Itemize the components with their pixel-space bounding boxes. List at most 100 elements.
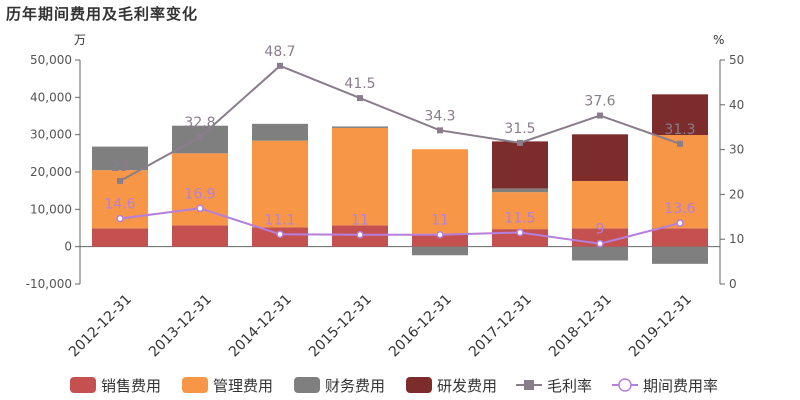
- marker-毛利率: [357, 95, 363, 102]
- bar-管理费用: [572, 180, 628, 229]
- bars-layer: [92, 94, 708, 264]
- bar-管理费用: [332, 127, 388, 226]
- bar-管理费用: [492, 192, 548, 230]
- y-left-tick-label: 0: [64, 240, 72, 254]
- y-left-tick-label: 30,000: [30, 128, 72, 142]
- data-label-毛利率: 32.8: [184, 115, 215, 131]
- lines-layer: [116, 62, 684, 248]
- line-毛利率: [119, 64, 681, 182]
- marker-期间费用率: [596, 239, 604, 248]
- bar-销售费用: [652, 228, 708, 247]
- data-label-期间费用率: 11.1: [264, 212, 295, 228]
- data-label-期间费用率: 9: [596, 222, 605, 238]
- legend-swatch: [182, 377, 208, 393]
- y-left-unit: 万: [74, 33, 86, 47]
- data-label-期间费用率: 14.6: [104, 197, 135, 213]
- legend-label: 研发费用: [437, 377, 497, 395]
- marker-毛利率: [437, 127, 443, 134]
- y-right-tick-label: 50: [729, 53, 744, 67]
- marker-期间费用率: [676, 219, 684, 227]
- marker-期间费用率: [196, 204, 204, 213]
- legend-label: 毛利率: [547, 377, 592, 395]
- data-label-毛利率: 23: [111, 159, 129, 175]
- legend-item-销售费用: 销售费用: [70, 377, 161, 395]
- marker-毛利率: [197, 134, 203, 141]
- bar-研发费用: [492, 141, 548, 189]
- y-right-tick-label: 30: [729, 143, 744, 157]
- data-label-期间费用率: 13.6: [664, 201, 695, 217]
- bar-财务费用: [412, 246, 468, 256]
- y-left-tick-label: 20,000: [30, 165, 72, 179]
- line-期间费用率: [119, 207, 681, 245]
- legend: 销售费用 管理费用 财务费用 研发费用 毛利率 期间费用率: [70, 377, 718, 395]
- data-label-期间费用率: 11: [431, 213, 449, 229]
- x-tick-label: 2015-12-31: [306, 292, 375, 361]
- legend-label: 期间费用率: [643, 377, 718, 395]
- marker-毛利率: [597, 112, 603, 119]
- legend-item-毛利率: 毛利率: [516, 377, 592, 395]
- bar-管理费用: [412, 149, 468, 235]
- legend-swatch: [294, 377, 320, 393]
- chart-title: 历年期间费用及毛利率变化: [6, 5, 199, 23]
- x-tick-label: 2012-12-31: [66, 292, 135, 361]
- marker-期间费用率: [116, 214, 124, 223]
- data-label-毛利率: 37.6: [584, 94, 615, 110]
- marker-期间费用率: [276, 230, 284, 239]
- data-label-毛利率: 48.7: [264, 44, 295, 60]
- bar-财务费用: [252, 123, 308, 141]
- marker-毛利率: [117, 177, 123, 184]
- bar-销售费用: [172, 225, 228, 247]
- legend-label: 销售费用: [101, 377, 161, 395]
- y-left-tick-label: 40,000: [30, 90, 72, 104]
- data-label-期间费用率: 16.9: [184, 186, 215, 202]
- legend-swatch: [406, 377, 432, 393]
- bar-财务费用: [92, 146, 148, 171]
- marker-期间费用率: [516, 228, 524, 237]
- data-label-毛利率: 31.5: [504, 121, 535, 137]
- bar-销售费用: [412, 234, 468, 247]
- marker-毛利率: [677, 140, 683, 147]
- y-left-tick-label: 10,000: [30, 202, 72, 216]
- legend-label: 管理费用: [213, 377, 273, 395]
- y-right-tick-label: 10: [729, 232, 744, 246]
- x-tick-label: 2018-12-31: [546, 292, 615, 361]
- bar-研发费用: [572, 134, 628, 181]
- y-right-tick-label: 40: [729, 98, 744, 112]
- labels-layer: 23 32.8 48.7 41.5 34.3 31.5 37.6 31.3 14.6 16.9 11…: [104, 44, 695, 238]
- legend-swatch-marker: [524, 380, 534, 390]
- bar-财务费用: [332, 126, 388, 128]
- marker-毛利率: [277, 62, 283, 69]
- data-label-毛利率: 31.3: [664, 122, 695, 138]
- data-label-期间费用率: 11: [351, 213, 369, 229]
- data-label-毛利率: 41.5: [344, 76, 375, 92]
- bar-研发费用: [652, 94, 708, 136]
- bar-财务费用: [652, 246, 708, 264]
- x-tick-label: 2014-12-31: [226, 292, 295, 361]
- marker-期间费用率: [436, 230, 444, 239]
- legend-swatch: [70, 377, 96, 393]
- y-right-tick-label: 20: [729, 187, 744, 201]
- bar-销售费用: [92, 228, 148, 247]
- bar-财务费用: [572, 246, 628, 261]
- y-left-tick-label: -10,000: [26, 277, 72, 291]
- legend-item-管理费用: 管理费用: [182, 377, 273, 395]
- marker-期间费用率: [356, 230, 364, 239]
- data-label-毛利率: 34.3: [424, 108, 455, 124]
- x-tick-label: 2016-12-31: [386, 292, 455, 361]
- legend-swatch-marker: [618, 378, 632, 392]
- y-left-tick-label: 50,000: [30, 53, 72, 67]
- bar-管理费用: [252, 140, 308, 228]
- x-tick-label: 2017-12-31: [466, 292, 535, 361]
- legend-item-财务费用: 财务费用: [294, 377, 385, 395]
- legend-label: 财务费用: [325, 377, 385, 395]
- x-tick-label: 2019-12-31: [626, 292, 695, 361]
- y-right-unit: %: [713, 33, 724, 47]
- marker-毛利率: [517, 139, 523, 146]
- bar-财务费用: [492, 188, 548, 193]
- bar-管理费用: [652, 135, 708, 229]
- legend-item-研发费用: 研发费用: [406, 377, 497, 395]
- x-tick-label: 2013-12-31: [146, 292, 215, 361]
- data-label-期间费用率: 11.5: [504, 210, 535, 226]
- legend-item-期间费用率: 期间费用率: [612, 377, 718, 395]
